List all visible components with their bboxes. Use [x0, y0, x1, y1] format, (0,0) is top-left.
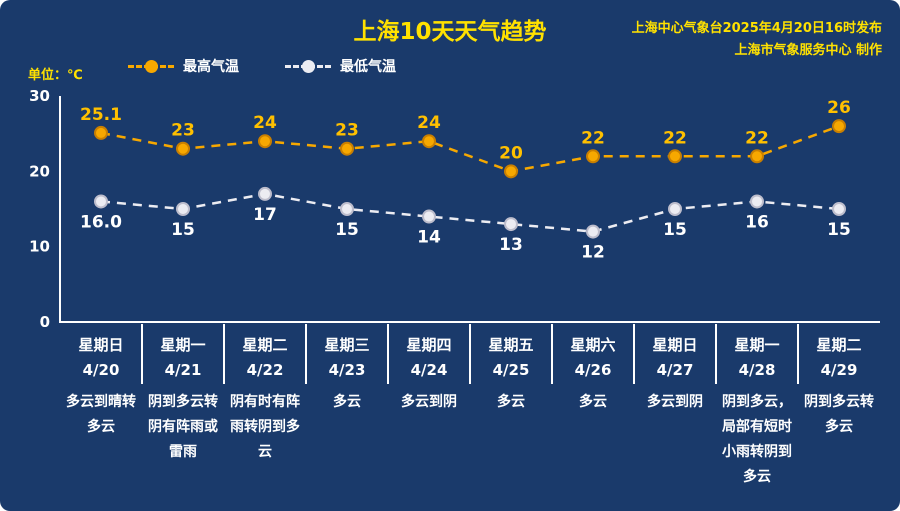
date-label: 4/26: [575, 361, 612, 379]
legend-item-high: 最高气温: [128, 56, 239, 76]
chart-title: 上海10天天气趋势: [353, 19, 547, 45]
high-temp-point: [340, 141, 354, 156]
low-temp-point: [586, 224, 600, 239]
low-temp-value: 15: [171, 220, 195, 240]
high-temp-value: 22: [663, 128, 687, 148]
high-temp-value: 22: [745, 128, 769, 148]
date-label: 4/24: [411, 361, 448, 379]
high-temp-value: 20: [499, 143, 523, 163]
low-temp-point: [504, 217, 518, 232]
low-temp-value: 16.0: [80, 212, 122, 232]
source-line-1: 上海中心气象台2025年4月20日16时发布: [631, 21, 882, 36]
high-temp-point: [504, 164, 518, 179]
low-temp-value: 15: [663, 220, 687, 240]
high-temp-point: [258, 134, 272, 149]
date-label: 4/27: [657, 361, 694, 379]
high-temp-value: 24: [417, 113, 441, 133]
high-temp-value: 26: [827, 98, 851, 118]
unit-label: 单位：℃: [28, 68, 83, 83]
y-tick-label: 10: [29, 238, 50, 256]
high-temp-point: [750, 149, 764, 164]
weekday-label: 星期一: [734, 336, 779, 354]
low-temp-value: 15: [335, 220, 359, 240]
legend-item-low: 最低气温: [285, 56, 396, 76]
source-info: 上海中心气象台2025年4月20日16时发布 上海市气象服务中心 制作: [632, 18, 882, 62]
low-temp-value: 13: [499, 235, 523, 255]
weekday-label: 星期五: [488, 336, 533, 354]
high-temp-point: [586, 149, 600, 164]
y-tick-label: 30: [29, 87, 50, 105]
high-temp-value: 25.1: [80, 105, 122, 125]
legend-line-swatch: [285, 59, 331, 73]
date-label: 4/22: [247, 361, 284, 379]
low-temp-point: [258, 186, 272, 201]
y-tick-label: 0: [40, 313, 50, 331]
high-temp-point: [422, 134, 436, 149]
weekday-label: 星期二: [816, 336, 861, 354]
high-temp-point: [668, 149, 682, 164]
high-temp-value: 23: [335, 121, 359, 141]
low-temp-point: [94, 194, 108, 209]
legend-label: 最高气温: [183, 59, 239, 75]
high-temp-value: 24: [253, 113, 277, 133]
date-label: 4/23: [329, 361, 366, 379]
legend-label: 最低气温: [340, 59, 396, 75]
high-temp-value: 23: [171, 121, 195, 141]
low-temp-value: 17: [253, 205, 277, 225]
low-temp-point: [340, 202, 354, 216]
low-temp-value: 15: [827, 220, 851, 240]
weekday-label: 星期一: [160, 336, 205, 354]
date-label: 4/29: [821, 361, 858, 379]
date-label: 4/28: [739, 361, 776, 379]
high-temp-point: [176, 141, 190, 156]
low-temp-point: [668, 202, 682, 216]
source-line-2: 上海市气象服务中心 制作: [734, 43, 882, 58]
low-temp-point: [750, 194, 764, 209]
date-label: 4/21: [165, 361, 202, 379]
high-temp-point: [94, 125, 108, 140]
weekday-label: 星期日: [78, 336, 123, 354]
low-temp-point: [832, 202, 846, 216]
weekday-label: 星期三: [324, 336, 369, 354]
weekday-label: 星期二: [242, 336, 287, 354]
low-temp-point: [176, 202, 190, 216]
weekday-label: 星期四: [406, 336, 451, 354]
low-temp-point: [422, 209, 436, 224]
weekday-label: 星期六: [570, 336, 615, 354]
date-label: 4/25: [493, 361, 530, 379]
legend-dot: [145, 59, 158, 73]
legend: 最高气温 最低气温: [128, 56, 396, 76]
legend-dot: [302, 59, 315, 73]
axes: [59, 96, 880, 323]
low-temp-line: [100, 192, 840, 233]
legend-line-swatch: [128, 59, 174, 73]
low-temp-value: 14: [417, 228, 441, 248]
date-label: 4/20: [83, 361, 120, 379]
y-tick-label: 20: [29, 162, 50, 180]
low-temp-value: 16: [745, 212, 769, 232]
high-temp-line: [100, 124, 840, 173]
high-temp-point: [832, 119, 846, 134]
low-temp-value: 12: [581, 243, 605, 263]
high-temp-value: 22: [581, 128, 605, 148]
weekday-label: 星期日: [652, 336, 697, 354]
